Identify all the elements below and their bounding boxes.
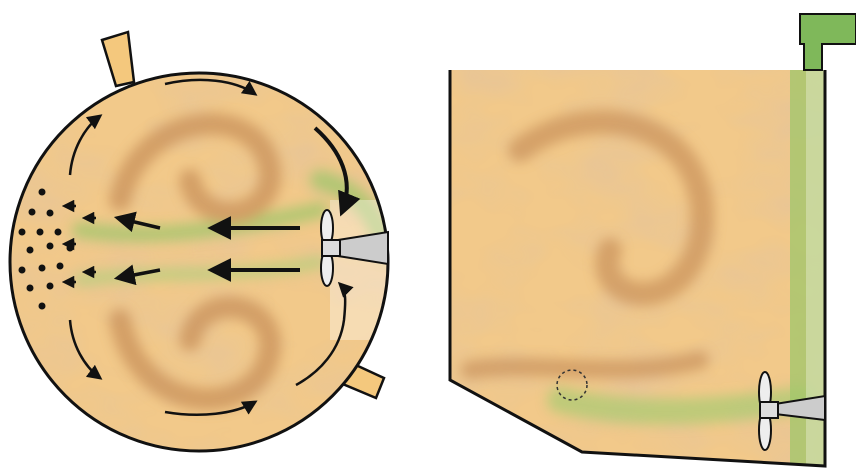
propeller bbox=[320, 209, 389, 287]
tank-fill bbox=[10, 73, 388, 451]
flow-arrows bbox=[68, 78, 361, 417]
side-propeller bbox=[758, 371, 826, 451]
feed-pipe bbox=[799, 13, 856, 71]
intake-outline bbox=[556, 369, 588, 401]
inlet-pipe bbox=[100, 30, 136, 88]
top-view bbox=[8, 30, 390, 453]
side-fill bbox=[450, 70, 825, 466]
tank-outline bbox=[448, 70, 827, 468]
dots bbox=[18, 188, 74, 310]
side-view bbox=[448, 13, 856, 468]
